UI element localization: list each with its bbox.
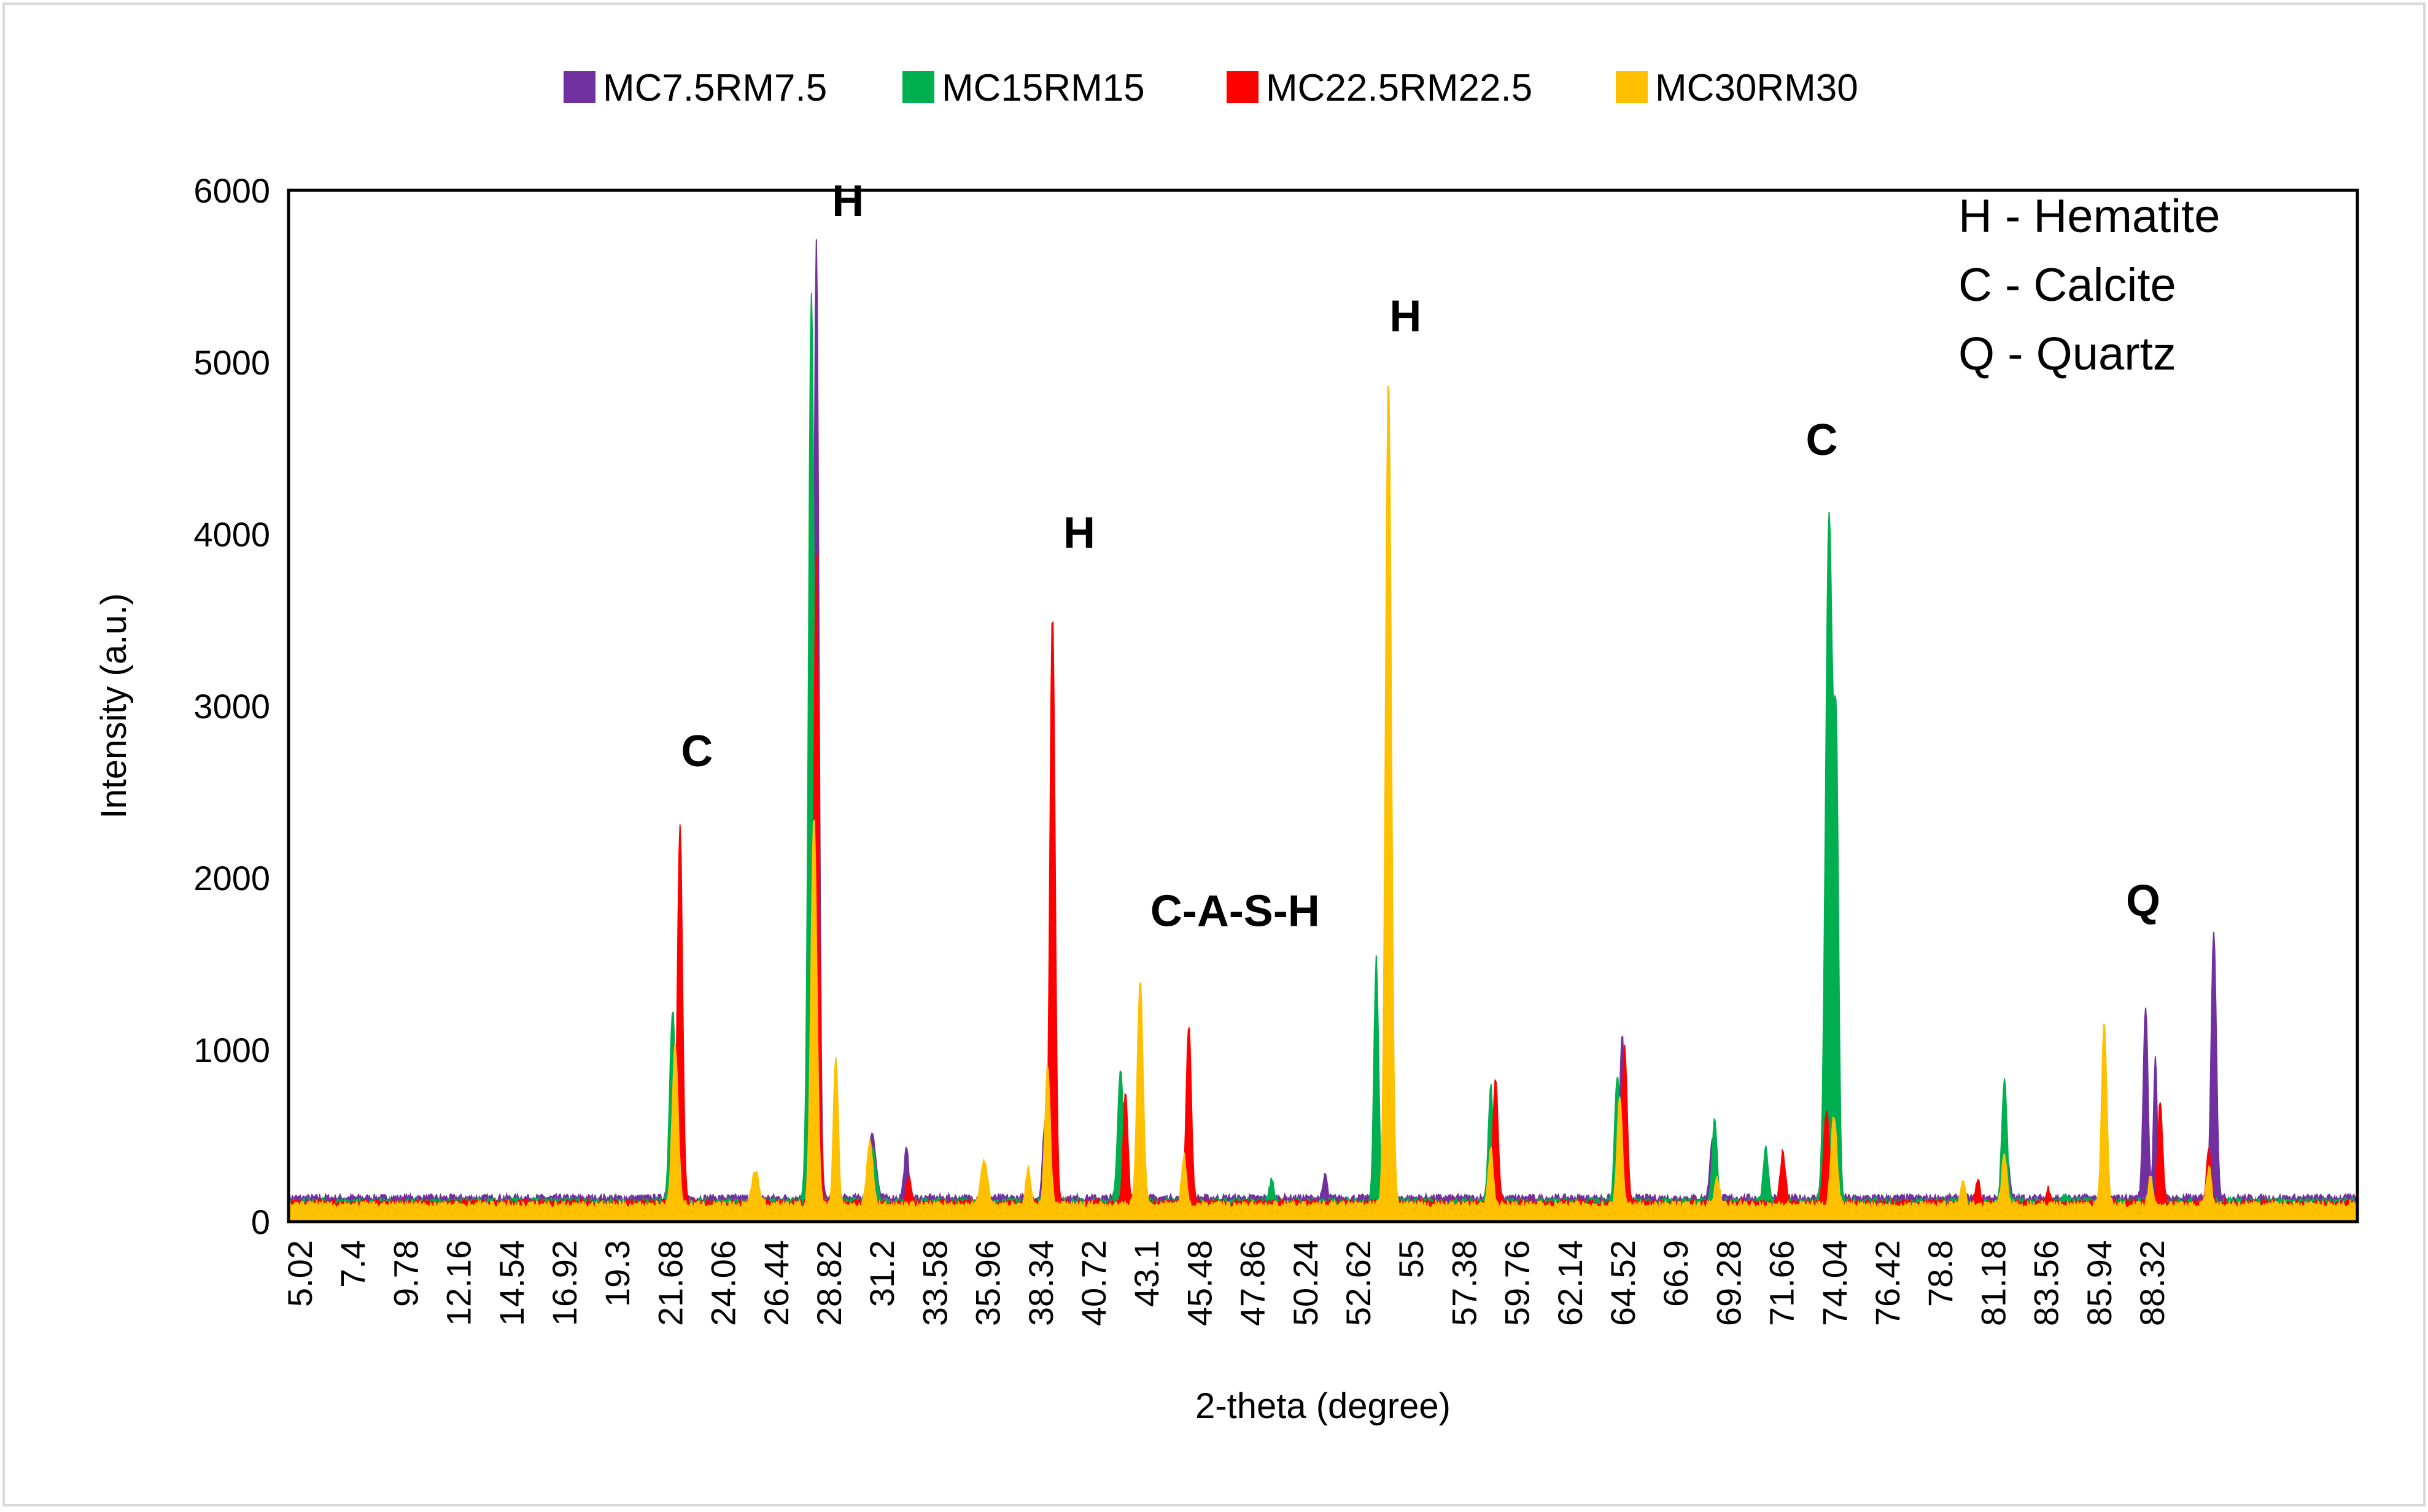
peak-label: H: [832, 177, 864, 226]
legend-swatch: [902, 71, 934, 103]
key-line-hematite: H - Hematite: [1958, 190, 2220, 242]
x-tick-label: 31.2: [863, 1240, 901, 1307]
y-tick-label: 6000: [193, 171, 270, 210]
x-tick-label: 74.04: [1815, 1240, 1854, 1326]
x-axis: 5.02 7.4 9.78 12.16 14.54 16.92 19.3 21.68 24.06…: [281, 1240, 2171, 1326]
legend-item-MC22.5RM22.5: MC22.5RM22.5: [1227, 67, 1532, 109]
peak-label: C-A-S-H: [1150, 886, 1320, 936]
legend-swatch: [564, 71, 595, 103]
x-tick-label: 33.58: [915, 1240, 954, 1326]
series-area-MC7.5RM7.5: [288, 239, 2359, 1222]
x-tick-label: 14.54: [492, 1240, 531, 1326]
x-tick-label: 12.16: [440, 1240, 478, 1326]
x-tick-label: 5.02: [281, 1240, 319, 1307]
legend-label: MC15RM15: [942, 67, 1145, 109]
x-tick-label: 71.66: [1763, 1240, 1801, 1326]
x-tick-label: 85.94: [2080, 1240, 2119, 1326]
y-tick-label: 0: [251, 1203, 270, 1241]
x-tick-label: 21.68: [651, 1240, 689, 1326]
x-tick-label: 69.28: [1709, 1240, 1748, 1326]
x-tick-label: 55: [1392, 1240, 1430, 1278]
legend-item-MC7.5RM7.5: MC7.5RM7.5: [564, 67, 827, 109]
series-layer: [288, 239, 2359, 1222]
key-line-calcite: C - Calcite: [1958, 259, 2176, 311]
peak-label: C: [1806, 416, 1838, 465]
x-tick-label: 88.32: [2133, 1240, 2171, 1326]
x-tick-label: 26.44: [757, 1240, 796, 1326]
legend: MC7.5RM7.5 MC15RM15 MC22.5RM22.5 MC30RM30: [564, 67, 1858, 109]
plot-area-border: [287, 188, 2359, 1223]
x-tick-label: 7.4: [333, 1240, 372, 1288]
x-tick-label: 64.52: [1604, 1240, 1642, 1326]
x-tick-label: 78.8: [1921, 1240, 1960, 1307]
legend-label: MC30RM30: [1655, 67, 1858, 109]
x-tick-label: 83.56: [2027, 1240, 2066, 1326]
series-area-MC30RM30: [288, 386, 2359, 1222]
x-tick-label: 28.82: [810, 1240, 848, 1326]
x-tick-label: 62.14: [1551, 1240, 1589, 1326]
x-tick-label: 47.86: [1233, 1240, 1272, 1326]
x-axis-title: 2-theta (degree): [1195, 1386, 1451, 1426]
x-tick-label: 57.38: [1445, 1240, 1483, 1326]
peak-label: C: [681, 727, 713, 776]
x-tick-label: 59.76: [1498, 1240, 1537, 1326]
x-tick-label: 43.1: [1127, 1240, 1166, 1307]
y-tick-label: 3000: [193, 687, 270, 726]
key-line-quartz: Q - Quartz: [1958, 328, 2176, 380]
x-tick-label: 40.72: [1074, 1240, 1113, 1326]
x-tick-label: 35.96: [969, 1240, 1007, 1326]
x-tick-label: 16.92: [545, 1240, 584, 1326]
y-axis: 0 1000 2000 3000 4000 5000 6000: [193, 171, 270, 1241]
phase-key: H - Hematite C - Calcite Q - Quartz: [1958, 190, 2220, 380]
legend-label: MC7.5RM7.5: [603, 67, 827, 109]
legend-item-MC30RM30: MC30RM30: [1616, 67, 1858, 109]
peak-label: Q: [2126, 877, 2160, 926]
legend-swatch: [1616, 71, 1648, 103]
peak-annotations: C H H C-A-S-H H C Q: [681, 177, 2160, 936]
legend-item-MC15RM15: MC15RM15: [902, 67, 1145, 109]
y-tick-label: 2000: [193, 859, 270, 898]
x-tick-label: 38.34: [1022, 1240, 1060, 1326]
x-tick-label: 52.62: [1339, 1240, 1378, 1326]
x-tick-label: 19.3: [598, 1240, 637, 1307]
x-tick-label: 66.9: [1656, 1240, 1695, 1307]
y-tick-label: 4000: [193, 515, 270, 554]
x-tick-label: 76.42: [1868, 1240, 1907, 1326]
y-tick-label: 1000: [193, 1031, 270, 1069]
y-axis-title: Intensity (a.u.): [94, 593, 134, 818]
x-tick-label: 24.06: [704, 1240, 743, 1326]
peak-label: H: [1063, 508, 1095, 557]
peak-label: H: [1389, 292, 1421, 341]
x-tick-label: 45.48: [1180, 1240, 1219, 1326]
x-tick-label: 9.78: [386, 1240, 425, 1307]
y-tick-label: 5000: [193, 343, 270, 382]
x-tick-label: 50.24: [1286, 1240, 1325, 1326]
legend-label: MC22.5RM22.5: [1266, 67, 1532, 109]
x-tick-label: 81.18: [1974, 1240, 2012, 1326]
legend-swatch: [1227, 71, 1259, 103]
